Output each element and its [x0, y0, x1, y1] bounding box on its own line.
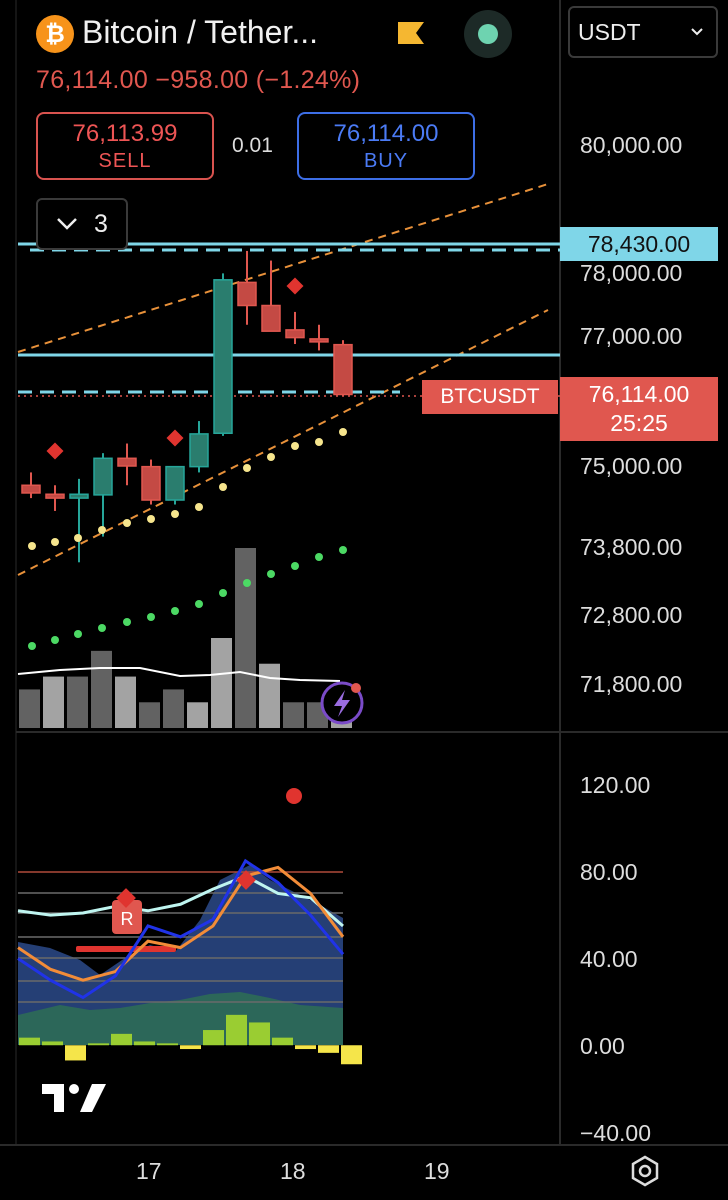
candle-body [141, 465, 161, 501]
price-axis-label: 77,000.00 [580, 323, 683, 349]
osc-histogram-bar [226, 1014, 247, 1046]
osc-histogram-bar [295, 1045, 316, 1050]
candle-body [309, 338, 329, 343]
price-axis-label: 80,000.00 [580, 132, 683, 158]
candle-body [285, 329, 305, 339]
osc-axis-label: 80.00 [580, 859, 638, 885]
osc-axis-label: 0.00 [580, 1033, 625, 1059]
currency-label: USDT [578, 18, 641, 45]
price-axis-label: 75,000.00 [580, 453, 683, 479]
volume-bar [43, 676, 64, 728]
sell-button[interactable]: 76,113.99 SELL [36, 112, 214, 180]
time-axis-label: 17 [136, 1158, 162, 1184]
volume-bar [19, 689, 40, 728]
osc-histogram-bar [134, 1041, 155, 1046]
chevron-down-icon [691, 28, 703, 36]
osc-histogram-bar [249, 1022, 270, 1046]
supertrend-dots [28, 428, 347, 550]
candle-body [93, 457, 113, 496]
osc-histogram-bar [203, 1030, 224, 1046]
volume-series [19, 548, 352, 728]
current-price-tag: 76,114.00 25:25 [560, 377, 718, 441]
buy-label: BUY [363, 150, 409, 172]
time-axis-label: 18 [280, 1158, 306, 1184]
status-dot-icon [478, 24, 498, 44]
svg-text:R: R [121, 909, 134, 929]
osc-axis-label: −40.00 [580, 1120, 651, 1146]
currency-select[interactable]: USDT [568, 6, 718, 58]
osc-histogram-bar [318, 1045, 339, 1053]
chevron-down-icon [57, 218, 77, 230]
candle-body [237, 281, 257, 307]
ema-dots [28, 546, 347, 650]
candle-body [69, 493, 89, 499]
osc-peak-dot [286, 788, 302, 804]
flag-icon[interactable] [396, 20, 426, 46]
volume-bar [235, 548, 256, 728]
osc-histogram-bar [88, 1043, 109, 1046]
volume-bar [187, 702, 208, 728]
buy-price: 76,114.00 [333, 120, 439, 147]
sell-price: 76,113.99 [72, 120, 178, 147]
signal-markers [46, 277, 304, 460]
current-price: 76,114.00 [588, 381, 690, 407]
osc-histogram-bar [180, 1045, 201, 1050]
time-axis-label: 19 [424, 1158, 450, 1184]
osc-histogram-bar [341, 1045, 362, 1065]
candle-body [165, 465, 185, 501]
volume-bar [67, 676, 88, 728]
osc-histogram-bar [65, 1045, 86, 1061]
volume-bar [91, 650, 112, 728]
bitcoin-logo-icon: ₿ [36, 15, 74, 53]
oscillator-pane: R [17, 788, 362, 1065]
candle-body [213, 279, 233, 435]
indicators-count: 3 [94, 209, 108, 238]
candle-body [333, 343, 353, 396]
volume-bar [163, 689, 184, 728]
volume-bar [211, 638, 232, 728]
symbol-title[interactable]: Bitcoin / Tether... [82, 14, 318, 50]
buy-button[interactable]: 76,114.00 BUY [297, 112, 475, 180]
price-axis-label: 72,800.00 [580, 602, 683, 628]
channel-lower-line [17, 309, 549, 576]
volume-bar [283, 702, 304, 728]
osc-axis-label: 120.00 [580, 772, 651, 798]
price-axis-label: 73,800.00 [580, 534, 683, 560]
candle-body [21, 484, 41, 494]
osc-histogram-bar [272, 1037, 293, 1046]
volume-ma-line [17, 667, 341, 682]
candle-body [45, 493, 65, 499]
osc-histogram-bar [111, 1033, 132, 1046]
candle-body [117, 457, 137, 467]
price-change: 76,114.00 −958.00 (−1.24%) [36, 66, 361, 94]
channel-upper-line [17, 183, 549, 353]
level-price-tag: 78,430.00 [560, 227, 718, 261]
volume-bar [115, 676, 136, 728]
settings-icon[interactable] [628, 1154, 662, 1188]
volume-bar [139, 702, 160, 728]
symbol-tag: BTCUSDT [422, 380, 558, 414]
osc-axis-label: 40.00 [580, 946, 638, 972]
sell-label: SELL [98, 150, 152, 172]
price-axis-label: 71,800.00 [580, 671, 683, 697]
candlestick-series [21, 250, 353, 563]
osc-histogram-bar [19, 1037, 40, 1046]
osc-histogram-bar [157, 1043, 178, 1046]
candle-countdown: 25:25 [610, 410, 668, 436]
price-axis-label: 78,000.00 [580, 260, 683, 286]
candle-body [189, 433, 209, 468]
volume-bar [259, 663, 280, 728]
candle-body [261, 304, 281, 332]
osc-histogram-bar [42, 1041, 63, 1046]
spread-value: 0.01 [232, 134, 273, 157]
tradingview-logo-icon [42, 1084, 106, 1112]
indicators-toggle[interactable]: 3 [36, 198, 128, 250]
